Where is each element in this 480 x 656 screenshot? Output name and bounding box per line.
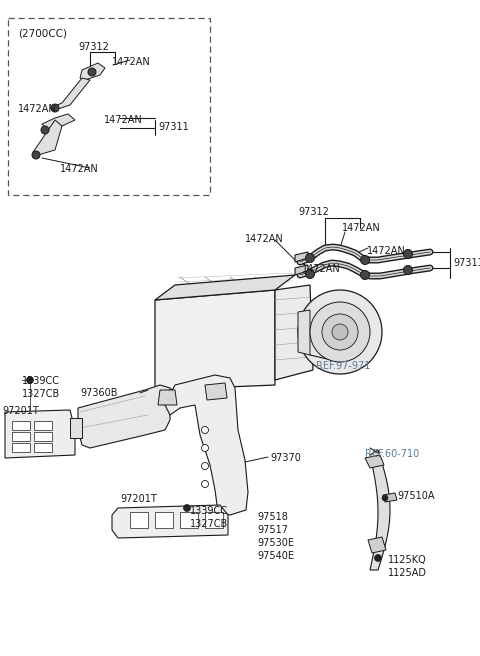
Circle shape [202,445,208,451]
Circle shape [310,302,370,362]
Circle shape [41,126,49,134]
Circle shape [202,462,208,470]
Bar [34,432,52,441]
Text: 97311: 97311 [453,258,480,268]
Circle shape [51,104,59,112]
Text: 1327CB: 1327CB [22,389,60,399]
Polygon shape [295,265,308,275]
Text: 97201T: 97201T [120,494,157,504]
Text: 97517: 97517 [257,525,288,535]
Circle shape [305,270,314,279]
Polygon shape [155,275,295,300]
Circle shape [32,151,40,159]
Polygon shape [365,455,384,468]
Circle shape [374,554,382,562]
Bar [130,512,148,528]
Polygon shape [158,390,177,405]
Polygon shape [275,285,313,380]
Circle shape [332,324,348,340]
Circle shape [26,377,34,384]
Circle shape [202,426,208,434]
Circle shape [298,290,382,374]
Polygon shape [383,493,397,502]
Text: 97540E: 97540E [257,551,294,561]
Polygon shape [5,410,75,458]
Polygon shape [295,252,308,262]
Text: 97370: 97370 [270,453,301,463]
Polygon shape [50,78,90,110]
Bar [34,421,52,430]
Text: 97312: 97312 [78,42,109,52]
Polygon shape [78,385,170,448]
Bar [12,432,30,441]
Text: 1472AN: 1472AN [245,234,284,244]
Text: 1472AN: 1472AN [367,246,406,256]
Circle shape [183,504,191,512]
Text: 97201T: 97201T [2,406,39,416]
Polygon shape [80,63,105,80]
Polygon shape [33,120,62,155]
Text: 1472AN: 1472AN [60,164,99,174]
Text: 1327CB: 1327CB [190,519,228,529]
Bar [12,443,30,452]
Polygon shape [370,450,390,570]
Polygon shape [42,114,75,130]
Text: 97510A: 97510A [397,491,434,501]
Text: REF.60-710: REF.60-710 [365,449,419,459]
Bar [155,512,173,528]
Polygon shape [205,383,227,400]
Text: (2700CC): (2700CC) [18,28,67,38]
Text: 1472AN: 1472AN [302,264,341,274]
Polygon shape [368,537,386,553]
Text: 97312: 97312 [298,207,329,217]
Text: 1472AN: 1472AN [18,104,57,114]
Bar [180,512,198,528]
Circle shape [88,68,96,76]
Text: 97311: 97311 [158,122,189,132]
Polygon shape [165,375,248,515]
Text: REF.97-971: REF.97-971 [316,361,371,371]
Circle shape [404,266,412,274]
Text: 1472AN: 1472AN [342,223,381,233]
Text: 1472AN: 1472AN [104,115,143,125]
Bar [205,512,223,528]
Polygon shape [112,505,228,538]
Polygon shape [298,310,310,355]
Bar [12,421,30,430]
Polygon shape [155,290,275,390]
Circle shape [382,495,388,501]
Text: 97360B: 97360B [80,388,118,398]
Text: 1339CC: 1339CC [22,376,60,386]
Text: 97530E: 97530E [257,538,294,548]
Bar [34,443,52,452]
Text: 1125AD: 1125AD [388,568,427,578]
Text: 1125KQ: 1125KQ [388,555,427,565]
Text: 1339CC: 1339CC [190,506,228,516]
Circle shape [322,314,358,350]
Circle shape [360,255,370,264]
Text: 1472AN: 1472AN [112,57,151,67]
Text: 97518: 97518 [257,512,288,522]
FancyBboxPatch shape [8,18,210,195]
Circle shape [404,249,412,258]
Circle shape [202,480,208,487]
Circle shape [360,270,370,279]
Circle shape [305,253,314,262]
Polygon shape [70,418,82,438]
